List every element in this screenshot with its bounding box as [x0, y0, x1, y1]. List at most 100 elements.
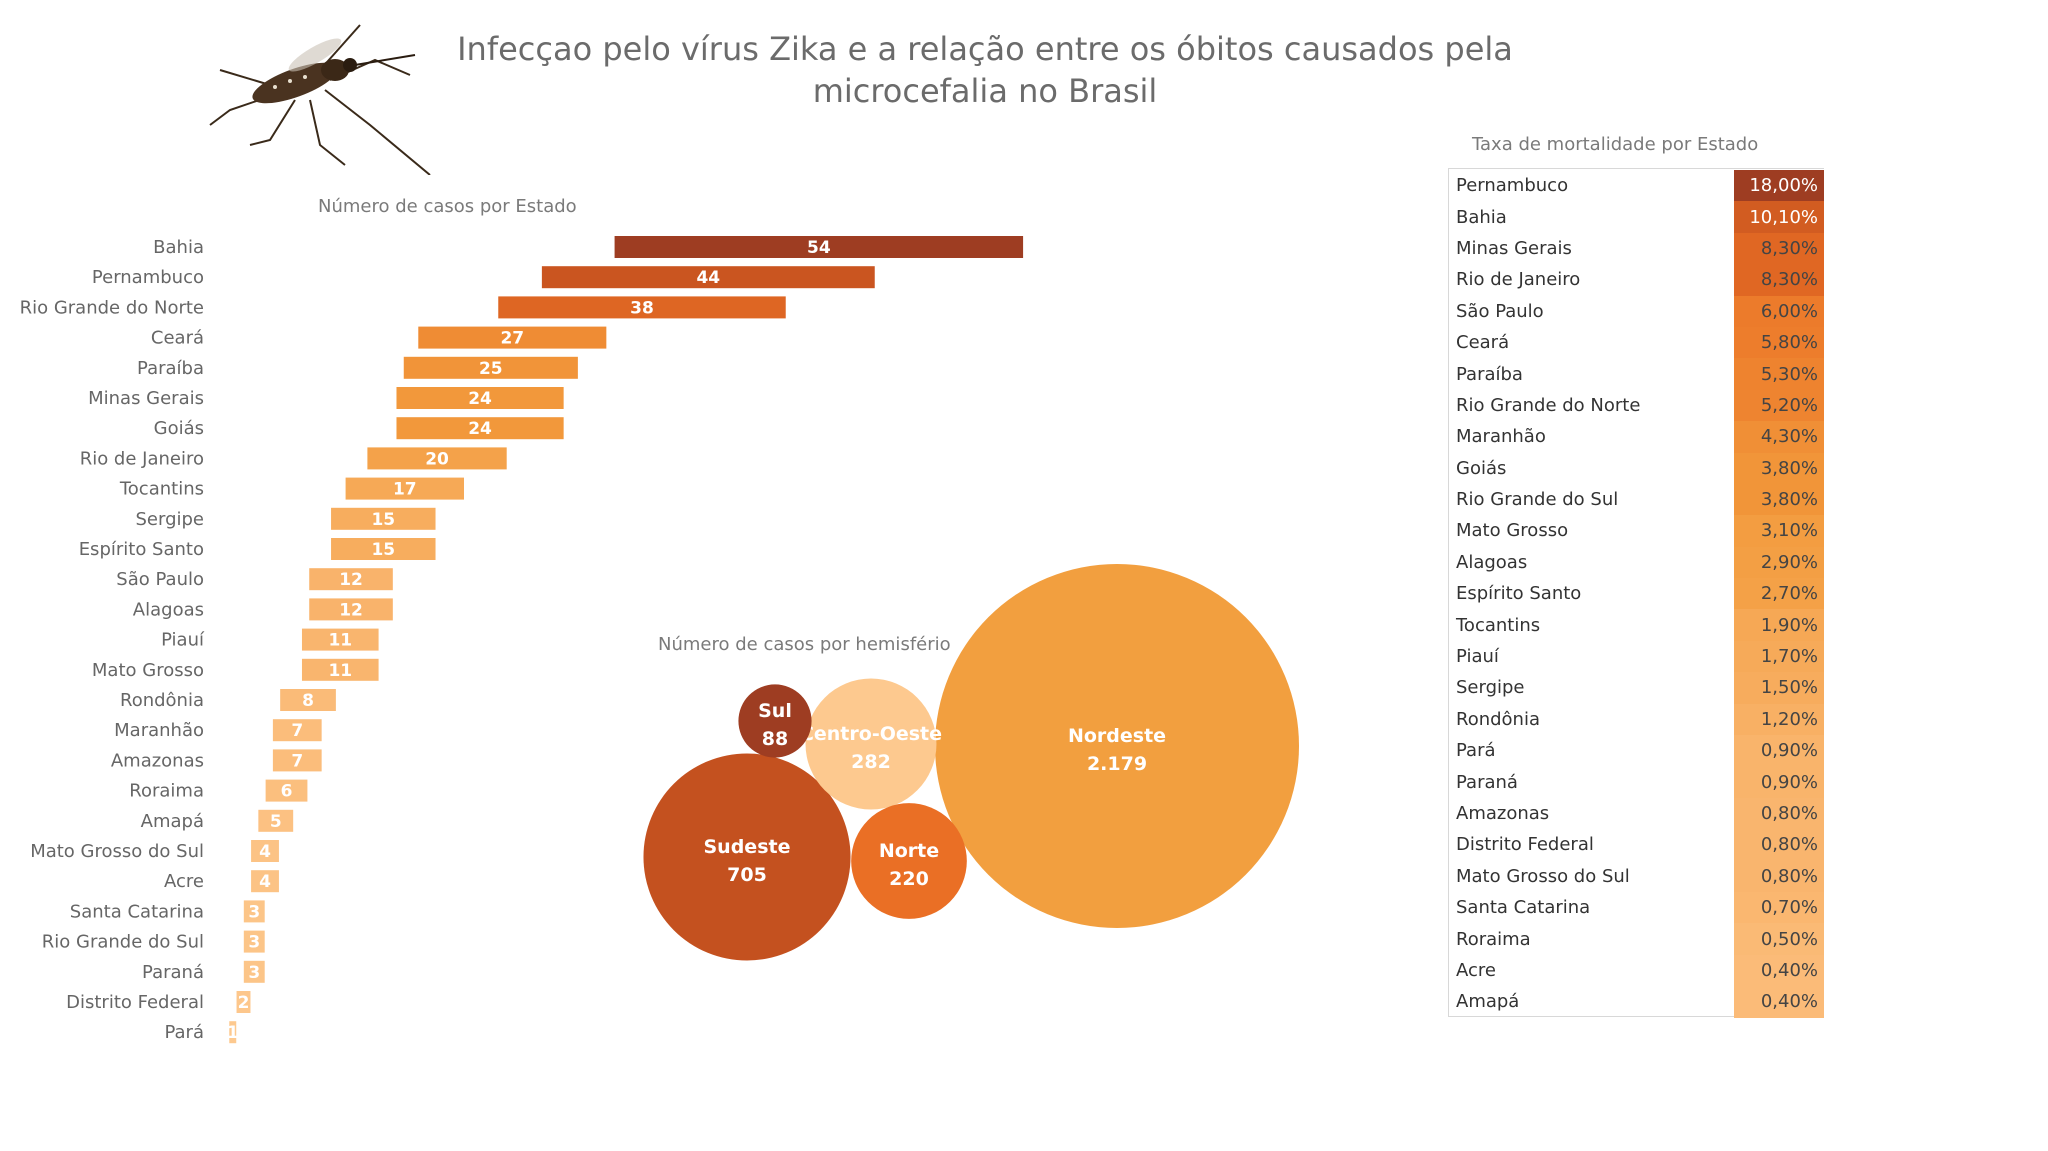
- bubble: [851, 803, 967, 919]
- table-state-cell: Piauí: [1456, 646, 1499, 668]
- bar-value-label: 27: [500, 329, 524, 349]
- bar-value-label: 3: [248, 933, 260, 953]
- bar-value-label: 4: [259, 872, 271, 892]
- bar-value-label: 11: [328, 631, 352, 651]
- bubble: [738, 684, 812, 758]
- table-state-cell: Paraná: [1456, 771, 1518, 793]
- table-state-cell: Mato Grosso: [1456, 520, 1569, 542]
- bar-category-label: Ceará: [151, 328, 204, 349]
- bar-value-label: 7: [291, 721, 303, 741]
- table-state-cell: Pernambuco: [1456, 175, 1569, 197]
- bar: [251, 840, 279, 862]
- bar-value-label: 25: [479, 359, 503, 379]
- bar-category-label: Mato Grosso: [92, 660, 204, 681]
- bar-category-label: Bahia: [153, 237, 204, 258]
- bar-category-label: Mato Grosso do Sul: [30, 841, 204, 862]
- table-rate-cell: 6,00%: [1734, 295, 1824, 327]
- bubble-chart-title: Número de casos por hemisfério: [658, 634, 951, 655]
- bar-value-label: 38: [630, 298, 654, 318]
- table-rate-cell: 5,20%: [1734, 389, 1824, 422]
- bar: [272, 749, 322, 772]
- table-state-cell: Sergipe: [1456, 677, 1525, 699]
- bubble-value-label: 705: [727, 864, 767, 886]
- table-rate-cell: 1,20%: [1734, 703, 1824, 736]
- table-row: Rio de Janeiro 8,30%: [1448, 264, 1824, 296]
- table-rate-cell: 3,80%: [1734, 483, 1824, 516]
- bubble: [643, 753, 851, 961]
- bar-value-label: 6: [281, 782, 293, 802]
- table-rate-cell: 8,30%: [1734, 264, 1824, 296]
- table-state-cell: Bahia: [1456, 206, 1507, 228]
- table-rate-cell: 10,10%: [1734, 201, 1824, 233]
- bar-value-label: 11: [328, 661, 352, 681]
- bar-value-label: 20: [425, 449, 449, 469]
- table-row: Roraima 0,50%: [1448, 923, 1824, 955]
- table-rate-cell: 0,80%: [1734, 860, 1824, 892]
- table-row: Rio Grande do Sul 3,80%: [1448, 483, 1824, 516]
- bar: [309, 568, 393, 591]
- bar-category-label: Distrito Federal: [66, 992, 204, 1013]
- table-state-cell: Mato Grosso do Sul: [1456, 865, 1630, 887]
- bar-category-label: Paraná: [142, 962, 204, 983]
- table-rate-cell: 2,90%: [1734, 546, 1824, 579]
- table-rate-cell: 4,30%: [1734, 421, 1824, 453]
- table-rate-cell: 3,10%: [1734, 515, 1824, 547]
- table-row: Maranhão 4,30%: [1448, 421, 1824, 453]
- bar-category-label: Maranhão: [114, 720, 204, 741]
- bar-category-label: Espírito Santo: [79, 539, 204, 560]
- bar: [236, 991, 251, 1013]
- bar: [229, 1021, 237, 1044]
- bar: [301, 658, 379, 681]
- table-row: Bahia 10,10%: [1448, 201, 1824, 233]
- table-rate-cell: 0,40%: [1734, 986, 1824, 1018]
- bar-category-label: Minas Gerais: [88, 388, 204, 409]
- table-row: Rondônia 1,20%: [1448, 703, 1824, 736]
- table-row: Paraná 0,90%: [1448, 766, 1824, 798]
- bar-category-label: Rio Grande do Sul: [42, 932, 204, 953]
- bar: [309, 598, 393, 621]
- table-state-cell: Rio Grande do Norte: [1456, 394, 1641, 416]
- bar-value-label: 44: [696, 268, 720, 288]
- table-border-left: [1448, 168, 1449, 1016]
- bar-value-label: 3: [248, 963, 260, 983]
- table-rate-cell: 0,90%: [1734, 735, 1824, 767]
- bar-category-label: Piauí: [161, 630, 205, 651]
- bubble-name-label: Nordeste: [1068, 725, 1166, 747]
- bar: [258, 809, 294, 832]
- table-rate-cell: 0,80%: [1734, 829, 1824, 861]
- bar: [498, 296, 786, 319]
- bar: [272, 719, 322, 742]
- table-row: São Paulo 6,00%: [1448, 295, 1824, 327]
- table-rate-cell: 0,50%: [1734, 923, 1824, 955]
- table-state-cell: Amazonas: [1456, 803, 1550, 824]
- bar: [396, 387, 564, 409]
- mosquito-image: [209, 24, 431, 175]
- bar: [403, 356, 578, 379]
- table-row: Goiás 3,80%: [1448, 452, 1824, 484]
- bar: [367, 447, 507, 470]
- bar-category-label: Santa Catarina: [70, 901, 204, 922]
- table-state-cell: Goiás: [1456, 457, 1507, 479]
- bar-chart-title: Número de casos por Estado: [318, 196, 577, 217]
- table-row: Distrito Federal 0,80%: [1448, 829, 1824, 861]
- table-row: Pernambuco 18,00%: [1448, 170, 1824, 202]
- bar: [280, 689, 336, 711]
- bar-value-label: 8: [302, 691, 314, 711]
- table-state-cell: Paraíba: [1456, 363, 1523, 385]
- table-state-cell: Santa Catarina: [1456, 897, 1591, 919]
- bar-category-label: Amazonas: [111, 750, 204, 771]
- table-rate-cell: 5,80%: [1734, 326, 1824, 359]
- bar-category-label: Paraíba: [137, 358, 204, 379]
- bar: [243, 960, 265, 983]
- bar: [243, 900, 265, 923]
- table-row: Alagoas 2,90%: [1448, 546, 1824, 579]
- table-border-bottom: [1448, 1016, 1824, 1017]
- bar-category-label: Sergipe: [135, 509, 204, 530]
- bar-value-label: 15: [371, 510, 395, 530]
- bar-category-label: Pará: [164, 1022, 204, 1043]
- bar-category-label: Pernambuco: [92, 267, 204, 288]
- table-rate-cell: 2,70%: [1734, 578, 1824, 610]
- bar: [251, 870, 279, 893]
- bubble-name-label: Sul: [758, 700, 792, 722]
- table-state-cell: São Paulo: [1456, 300, 1544, 322]
